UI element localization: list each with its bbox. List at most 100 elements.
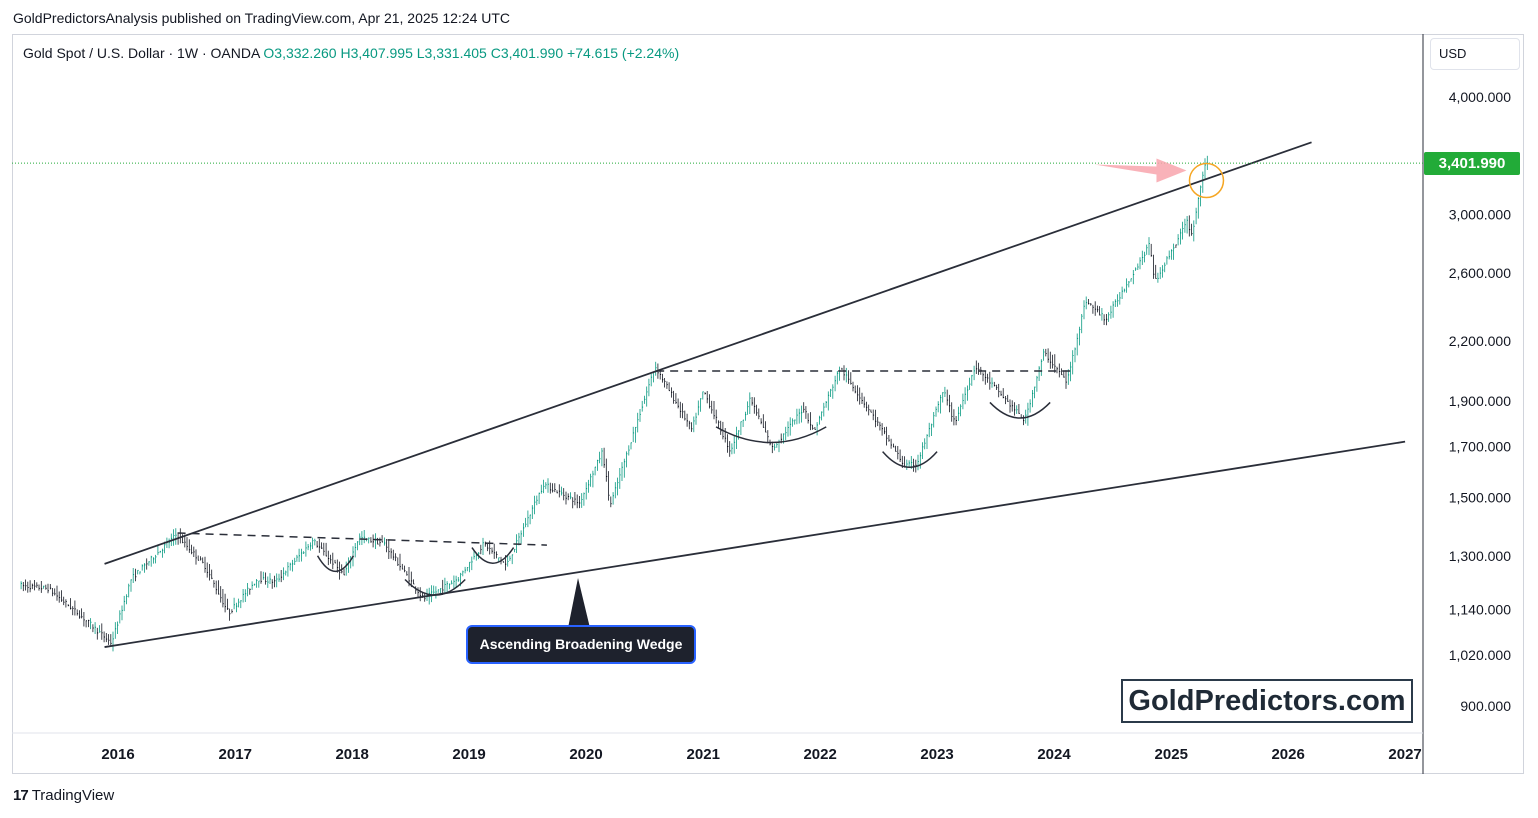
close-value: C3,401.990 [490, 45, 564, 61]
candle [1155, 264, 1157, 279]
candle [244, 589, 247, 602]
candle [1184, 218, 1186, 233]
candle [442, 579, 444, 595]
price-tick-label: 1,140.000 [1449, 602, 1511, 618]
candle [323, 542, 325, 556]
candle [662, 373, 664, 383]
candle [471, 556, 473, 571]
candle [617, 477, 619, 496]
candle [110, 634, 112, 647]
price-tick-label: 2,200.000 [1449, 333, 1511, 349]
candle [137, 569, 139, 575]
candle [677, 398, 679, 409]
candle [924, 438, 926, 450]
candle [679, 401, 682, 418]
candle [1132, 270, 1135, 285]
candle [413, 579, 415, 585]
rounded-bottoms-layer [316, 401, 1051, 596]
currency-selector[interactable]: USD [1430, 38, 1520, 70]
candle [103, 631, 105, 643]
candle [1090, 303, 1092, 306]
candle [1094, 301, 1097, 316]
candle [433, 585, 435, 596]
candle [143, 563, 146, 573]
candle [1153, 254, 1155, 279]
candle [913, 458, 915, 472]
candle [457, 577, 460, 582]
price-tick-label: 1,500.000 [1449, 490, 1511, 506]
candle [933, 412, 935, 428]
candle [1182, 221, 1184, 240]
candle [1014, 402, 1016, 416]
highlight-arrow [1094, 158, 1187, 183]
tradingview-footer[interactable]: 17 TradingView [13, 787, 114, 804]
time-tick-label: 2022 [803, 746, 836, 763]
candle [733, 435, 736, 454]
high-value: H3,407.995 [340, 45, 413, 61]
candle [886, 426, 888, 446]
candle [706, 391, 709, 404]
candle [518, 532, 520, 546]
candle [579, 496, 581, 509]
time-tick-label: 2027 [1388, 746, 1421, 763]
candle [630, 442, 632, 450]
candle [614, 482, 617, 499]
candle [316, 541, 318, 548]
candle [549, 482, 552, 494]
candle [1025, 409, 1027, 424]
candle [648, 378, 650, 397]
candle [175, 528, 177, 545]
candle [570, 492, 572, 500]
candle [906, 459, 908, 470]
candle [787, 421, 789, 437]
candle [354, 543, 357, 558]
candle [361, 531, 363, 545]
candle [1103, 314, 1105, 325]
rounded-bottom-arc [715, 426, 827, 444]
candle [188, 539, 191, 553]
candle [762, 414, 765, 428]
candle [139, 571, 141, 575]
candle [439, 588, 442, 594]
candle [269, 573, 271, 584]
candle [953, 409, 955, 426]
candle [282, 567, 285, 581]
candle [72, 606, 74, 616]
time-tick-label: 2025 [1155, 746, 1188, 763]
candle [1085, 296, 1088, 310]
candle [309, 542, 312, 551]
candle [814, 427, 816, 430]
candle [330, 554, 332, 564]
candle [446, 581, 448, 594]
candle [1072, 350, 1074, 375]
candle [650, 373, 653, 387]
candle [278, 573, 280, 582]
candle [543, 479, 545, 494]
candle [668, 382, 670, 392]
pattern-annotation[interactable]: Ascending Broadening Wedge [466, 625, 696, 664]
candle [675, 393, 677, 404]
candle [1175, 244, 1177, 248]
candle [318, 538, 321, 553]
time-tick-label: 2024 [1037, 746, 1071, 763]
candle [641, 400, 644, 412]
candle [146, 558, 148, 570]
candle [753, 397, 756, 414]
candle [20, 581, 22, 590]
candle [520, 530, 522, 545]
annotation-pointer [568, 578, 590, 628]
trendlines-layer [104, 141, 1406, 648]
candle [859, 387, 861, 405]
candle [635, 426, 637, 443]
candle [34, 580, 36, 591]
candle [765, 421, 767, 433]
candle [962, 393, 964, 410]
time-tick-label: 2026 [1271, 746, 1304, 763]
candle [25, 579, 27, 591]
candle [960, 404, 962, 417]
price-tick-label: 1,900.000 [1449, 393, 1511, 409]
candle [1157, 272, 1159, 283]
candle [419, 587, 422, 602]
candle [65, 599, 67, 608]
